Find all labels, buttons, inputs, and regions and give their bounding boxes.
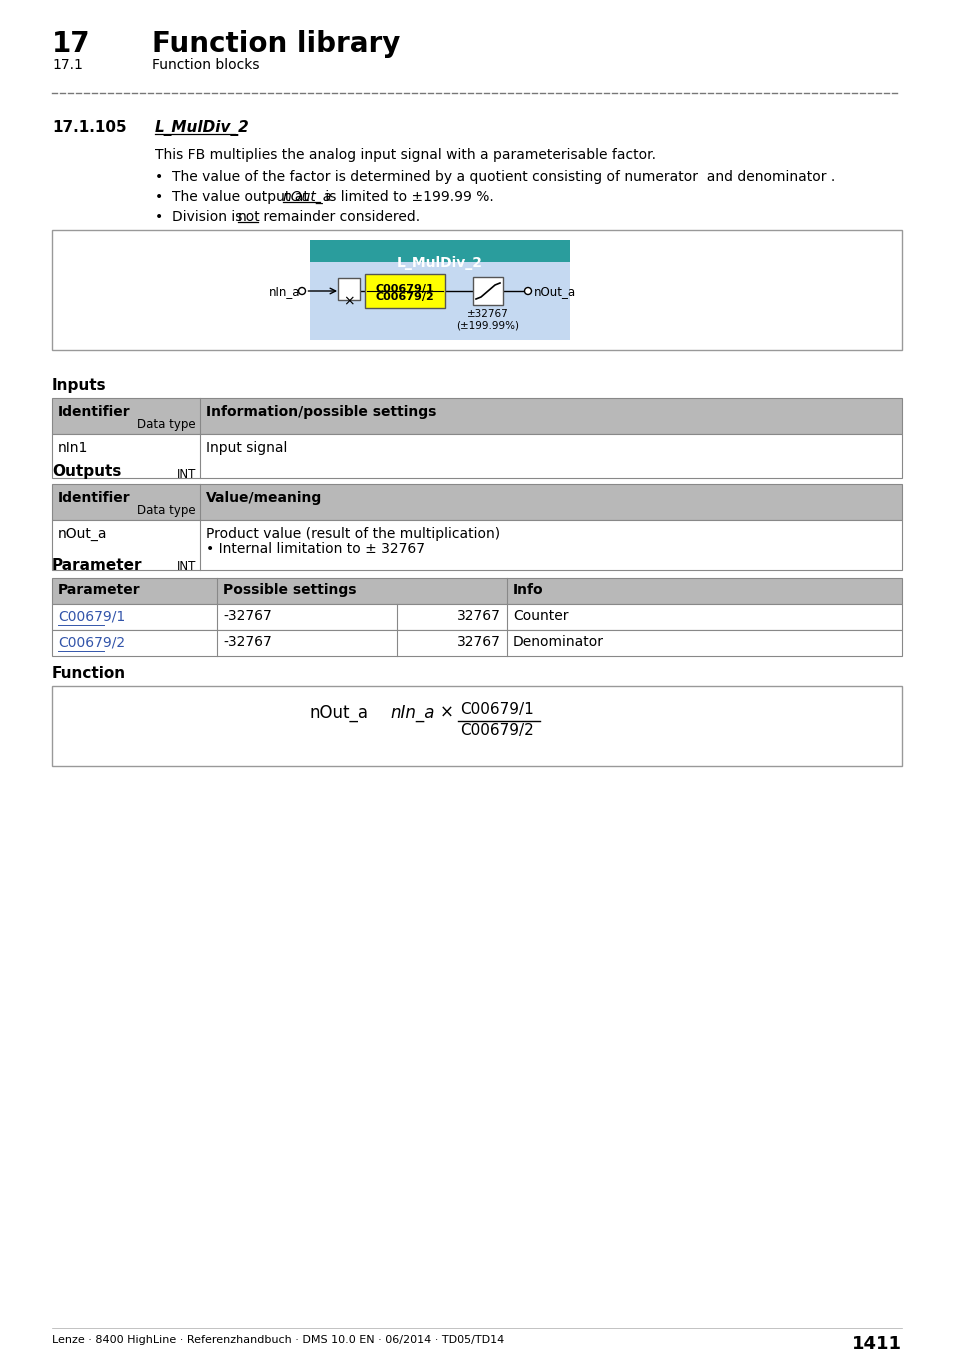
Bar bbox=[52, 230, 901, 350]
Bar bbox=[52, 520, 901, 570]
Text: • Internal limitation to ± 32767: • Internal limitation to ± 32767 bbox=[206, 541, 424, 556]
Text: Outputs: Outputs bbox=[52, 464, 121, 479]
Text: nIn1: nIn1 bbox=[58, 441, 89, 455]
Text: Data type: Data type bbox=[137, 504, 195, 517]
Text: Counter: Counter bbox=[513, 609, 568, 622]
Bar bbox=[337, 278, 359, 300]
Text: Data type: Data type bbox=[137, 418, 195, 431]
Bar bbox=[52, 603, 901, 630]
Text: Input signal: Input signal bbox=[206, 441, 287, 455]
Text: ×: × bbox=[439, 703, 454, 722]
Text: L_MulDiv_2: L_MulDiv_2 bbox=[154, 120, 250, 136]
Text: Lenze · 8400 HighLine · Referenzhandbuch · DMS 10.0 EN · 06/2014 · TD05/TD14: Lenze · 8400 HighLine · Referenzhandbuch… bbox=[52, 1335, 504, 1345]
Text: Inputs: Inputs bbox=[52, 378, 107, 393]
Text: nOut_a: nOut_a bbox=[310, 703, 369, 722]
Text: •  The value output at: • The value output at bbox=[154, 190, 313, 204]
Text: 1411: 1411 bbox=[851, 1335, 901, 1350]
Text: Product value (result of the multiplication): Product value (result of the multiplicat… bbox=[206, 526, 499, 541]
Text: C00679/1: C00679/1 bbox=[375, 284, 434, 294]
Bar bbox=[52, 578, 901, 603]
Bar bbox=[52, 433, 901, 478]
Text: is limited to ±199.99 %.: is limited to ±199.99 %. bbox=[320, 190, 493, 204]
Text: Possible settings: Possible settings bbox=[223, 583, 356, 597]
Text: 32767: 32767 bbox=[456, 634, 500, 649]
Text: Info: Info bbox=[513, 583, 543, 597]
Text: INT: INT bbox=[176, 468, 195, 481]
Text: -32767: -32767 bbox=[223, 609, 272, 622]
Text: C00679/2: C00679/2 bbox=[459, 724, 533, 738]
Text: 17.1.105: 17.1.105 bbox=[52, 120, 127, 135]
Text: ±32767: ±32767 bbox=[467, 309, 508, 319]
Text: Information/possible settings: Information/possible settings bbox=[206, 405, 436, 418]
Bar bbox=[310, 240, 569, 340]
Bar bbox=[52, 398, 901, 433]
Bar bbox=[310, 240, 569, 262]
Text: Identifier: Identifier bbox=[58, 491, 131, 505]
Text: C00679/2: C00679/2 bbox=[375, 292, 434, 302]
Bar bbox=[473, 277, 502, 305]
Text: 32767: 32767 bbox=[456, 609, 500, 622]
Text: (±199.99%): (±199.99%) bbox=[456, 320, 519, 329]
Circle shape bbox=[524, 288, 531, 294]
Text: Identifier: Identifier bbox=[58, 405, 131, 418]
Text: C00679/2: C00679/2 bbox=[58, 634, 125, 649]
Bar bbox=[365, 274, 444, 308]
Text: Parameter: Parameter bbox=[52, 558, 142, 572]
Bar bbox=[52, 686, 901, 765]
Text: INT: INT bbox=[176, 560, 195, 572]
Text: Denominator: Denominator bbox=[513, 634, 603, 649]
Text: C00679/1: C00679/1 bbox=[459, 702, 533, 717]
Text: •  The value of the factor is determined by a quotient consisting of numerator  : • The value of the factor is determined … bbox=[154, 170, 835, 184]
Text: ×: × bbox=[343, 294, 355, 308]
Bar bbox=[52, 485, 901, 520]
Text: Parameter: Parameter bbox=[58, 583, 140, 597]
Text: nOut_a: nOut_a bbox=[534, 285, 576, 298]
Bar bbox=[52, 630, 901, 656]
Text: This FB multiplies the analog input signal with a parameterisable factor.: This FB multiplies the analog input sign… bbox=[154, 148, 656, 162]
Text: nOut_a: nOut_a bbox=[282, 190, 332, 204]
Text: 17.1: 17.1 bbox=[52, 58, 83, 72]
Circle shape bbox=[298, 288, 305, 294]
Text: Function blocks: Function blocks bbox=[152, 58, 259, 72]
Text: 17: 17 bbox=[52, 30, 91, 58]
Text: nIn_a: nIn_a bbox=[268, 285, 299, 298]
Text: Function: Function bbox=[52, 666, 126, 680]
Text: L_MulDiv_2: L_MulDiv_2 bbox=[396, 256, 482, 270]
Text: Function library: Function library bbox=[152, 30, 400, 58]
Text: -32767: -32767 bbox=[223, 634, 272, 649]
Text: not: not bbox=[238, 211, 261, 224]
Text: Value/meaning: Value/meaning bbox=[206, 491, 322, 505]
Text: C00679/1: C00679/1 bbox=[58, 609, 125, 622]
Text: remainder considered.: remainder considered. bbox=[259, 211, 420, 224]
Text: nIn_a: nIn_a bbox=[390, 703, 434, 722]
Text: •  Division is: • Division is bbox=[154, 211, 247, 224]
Text: nOut_a: nOut_a bbox=[58, 526, 108, 541]
